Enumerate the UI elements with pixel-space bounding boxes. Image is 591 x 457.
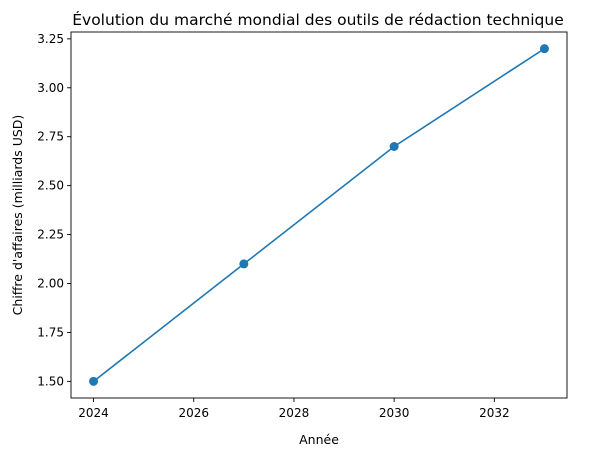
y-tick-label: 2.25 (37, 228, 64, 242)
data-point (389, 141, 399, 151)
plot-frame (70, 31, 568, 399)
y-tick-label: 3.25 (37, 32, 64, 46)
chart-title: Évolution du marché mondial des outils d… (72, 10, 564, 29)
series-line (93, 47, 545, 382)
x-tick-label: 2026 (178, 406, 209, 420)
x-tick-label: 2024 (78, 406, 109, 420)
y-tick-label: 2.50 (37, 179, 64, 193)
data-point (239, 259, 249, 269)
data-point (89, 376, 99, 386)
x-axis-label: Année (299, 432, 339, 447)
series-layer (89, 44, 549, 386)
y-tick-label: 3.00 (37, 81, 64, 95)
x-tick-label: 2030 (379, 406, 410, 420)
x-tick-label: 2028 (279, 406, 310, 420)
y-axis-label: Chiffre d'affaires (milliards USD) (10, 115, 25, 316)
y-tick-label: 1.75 (37, 325, 64, 339)
y-axis: 1.50 1.75 2.00 2.25 2.50 2.75 3.00 3.25 (37, 32, 71, 388)
x-axis: 2024 2026 2028 2030 2032 (78, 398, 510, 420)
x-tick-label: 2032 (479, 406, 510, 420)
y-tick-label: 1.50 (37, 374, 64, 388)
y-tick-label: 2.75 (37, 130, 64, 144)
data-point (539, 44, 549, 54)
y-tick-label: 2.00 (37, 277, 64, 291)
